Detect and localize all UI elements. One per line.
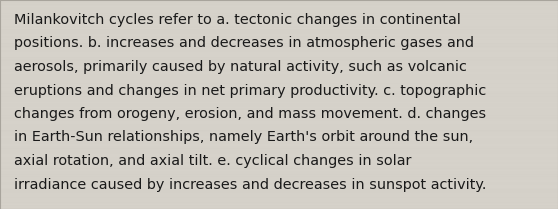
Text: positions. b. increases and decreases in atmospheric gases and: positions. b. increases and decreases in… <box>14 37 474 51</box>
Text: Milankovitch cycles refer to a. tectonic changes in continental: Milankovitch cycles refer to a. tectonic… <box>14 13 461 27</box>
Text: aerosols, primarily caused by natural activity, such as volcanic: aerosols, primarily caused by natural ac… <box>14 60 467 74</box>
Text: changes from orogeny, erosion, and mass movement. d. changes: changes from orogeny, erosion, and mass … <box>14 107 486 121</box>
Text: irradiance caused by increases and decreases in sunspot activity.: irradiance caused by increases and decre… <box>14 177 487 191</box>
Text: eruptions and changes in net primary productivity. c. topographic: eruptions and changes in net primary pro… <box>14 84 486 98</box>
Text: axial rotation, and axial tilt. e. cyclical changes in solar: axial rotation, and axial tilt. e. cycli… <box>14 154 411 168</box>
Text: in Earth-Sun relationships, namely Earth's orbit around the sun,: in Earth-Sun relationships, namely Earth… <box>14 130 473 144</box>
